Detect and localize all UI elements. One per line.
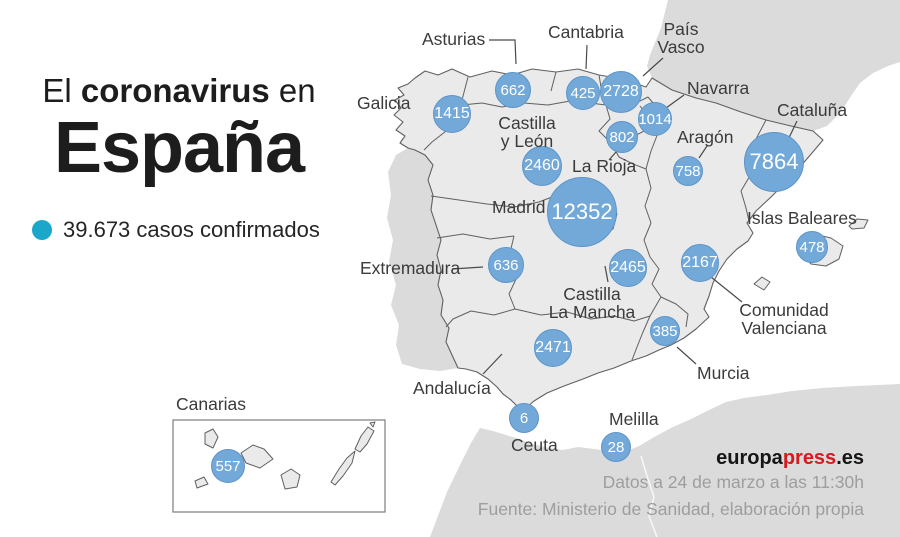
region-label-murcia: Murcia [697, 363, 750, 383]
region-label-andalucia: Andalucía [413, 378, 491, 398]
tenerife-island [240, 444, 274, 469]
bubble-cataluna: 7864 [744, 132, 804, 192]
title-line-1: El coronavirus en [18, 72, 340, 110]
neighbor-landmasses [387, 0, 900, 537]
bubble-galicia: 1415 [433, 95, 471, 133]
bubble-aragon: 758 [673, 156, 703, 186]
bubble-andalucia: 2471 [534, 329, 572, 367]
bubble-extremadura: 636 [488, 247, 524, 283]
la-graciosa-island [369, 421, 376, 428]
bubble-cantabria: 425 [566, 76, 600, 110]
africa-border-line [640, 455, 658, 537]
region-label-cantabria: Cantabria [548, 22, 624, 42]
bubble-asturias: 662 [495, 72, 531, 108]
brand-logo: europapress.es [716, 447, 864, 470]
data-date-note: Datos a 24 de marzo a las 11:30h [602, 472, 864, 492]
bubble-madrid: 12352 [547, 177, 617, 247]
portugal-landmass [387, 148, 458, 371]
bubble-la-rioja: 802 [606, 121, 638, 153]
gran-canaria-island [280, 468, 301, 490]
legend: 39.673 casos confirmados [32, 217, 320, 243]
brand-part2: press [782, 447, 837, 469]
bubble-castilla-y-leon: 2460 [522, 146, 562, 186]
france-landmass [647, 0, 900, 131]
el-hierro-island [194, 476, 209, 489]
region-label-asturias: Asturias [422, 29, 486, 49]
source-note: Fuente: Ministerio de Sanidad, elaboraci… [477, 499, 864, 519]
region-label-pais-vasco: País Vasco [657, 19, 705, 57]
title-line-2: España [53, 108, 305, 188]
bubble-pais-vasco: 2728 [600, 71, 642, 113]
brand-part1: europa [716, 447, 783, 469]
title-block: El coronavirus en España [18, 72, 340, 184]
africa-landmass [430, 384, 900, 537]
region-label-canarias: Canarias [176, 394, 247, 414]
region-label-islas-baleares: Islas Baleares [747, 208, 857, 228]
bubble-navarra: 1014 [638, 102, 672, 136]
region-label-cataluna: Cataluña [777, 100, 848, 120]
bubble-islas-baleares: 478 [796, 231, 828, 263]
bubble-murcia: 385 [650, 316, 680, 346]
region-label-extremadura: Extremadura [360, 258, 461, 278]
region-label-madrid: Madrid [492, 197, 546, 217]
fuerteventura-island [330, 450, 356, 486]
title-post: en [269, 72, 316, 109]
brand-part3: .es [836, 447, 864, 469]
region-label-comunidad-valenciana: Comunidad Valenciana [739, 300, 829, 338]
bubble-canarias: 557 [211, 449, 245, 483]
legend-dot-icon [32, 220, 52, 240]
bubble-comunidad-valenciana: 2167 [681, 244, 719, 282]
region-label-castilla-la-mancha: Castilla La Mancha [548, 284, 636, 322]
title-pre: El [42, 72, 81, 109]
la-palma-island [204, 428, 219, 449]
bubble-ceuta: 6 [509, 403, 539, 433]
region-label-melilla: Melilla [609, 409, 659, 429]
region-label-la-rioja: La Rioja [572, 156, 637, 176]
bubble-castilla-la-mancha: 2465 [609, 249, 647, 287]
region-label-aragon: Aragón [677, 127, 734, 147]
menorca-island [848, 218, 869, 230]
region-label-navarra: Navarra [687, 78, 750, 98]
region-label-galicia: Galicia [357, 93, 411, 113]
region-label-castilla-y-leon: Castilla y León [498, 113, 556, 151]
title-highlight: coronavirus [80, 72, 270, 109]
ibiza-island [753, 276, 771, 291]
bubble-melilla: 28 [601, 432, 631, 462]
legend-text: 39.673 casos confirmados [63, 217, 320, 242]
canary-islands-inset [172, 419, 386, 513]
lanzarote-island [354, 426, 375, 453]
spain-mainland [393, 68, 824, 409]
region-label-ceuta: Ceuta [511, 435, 558, 455]
